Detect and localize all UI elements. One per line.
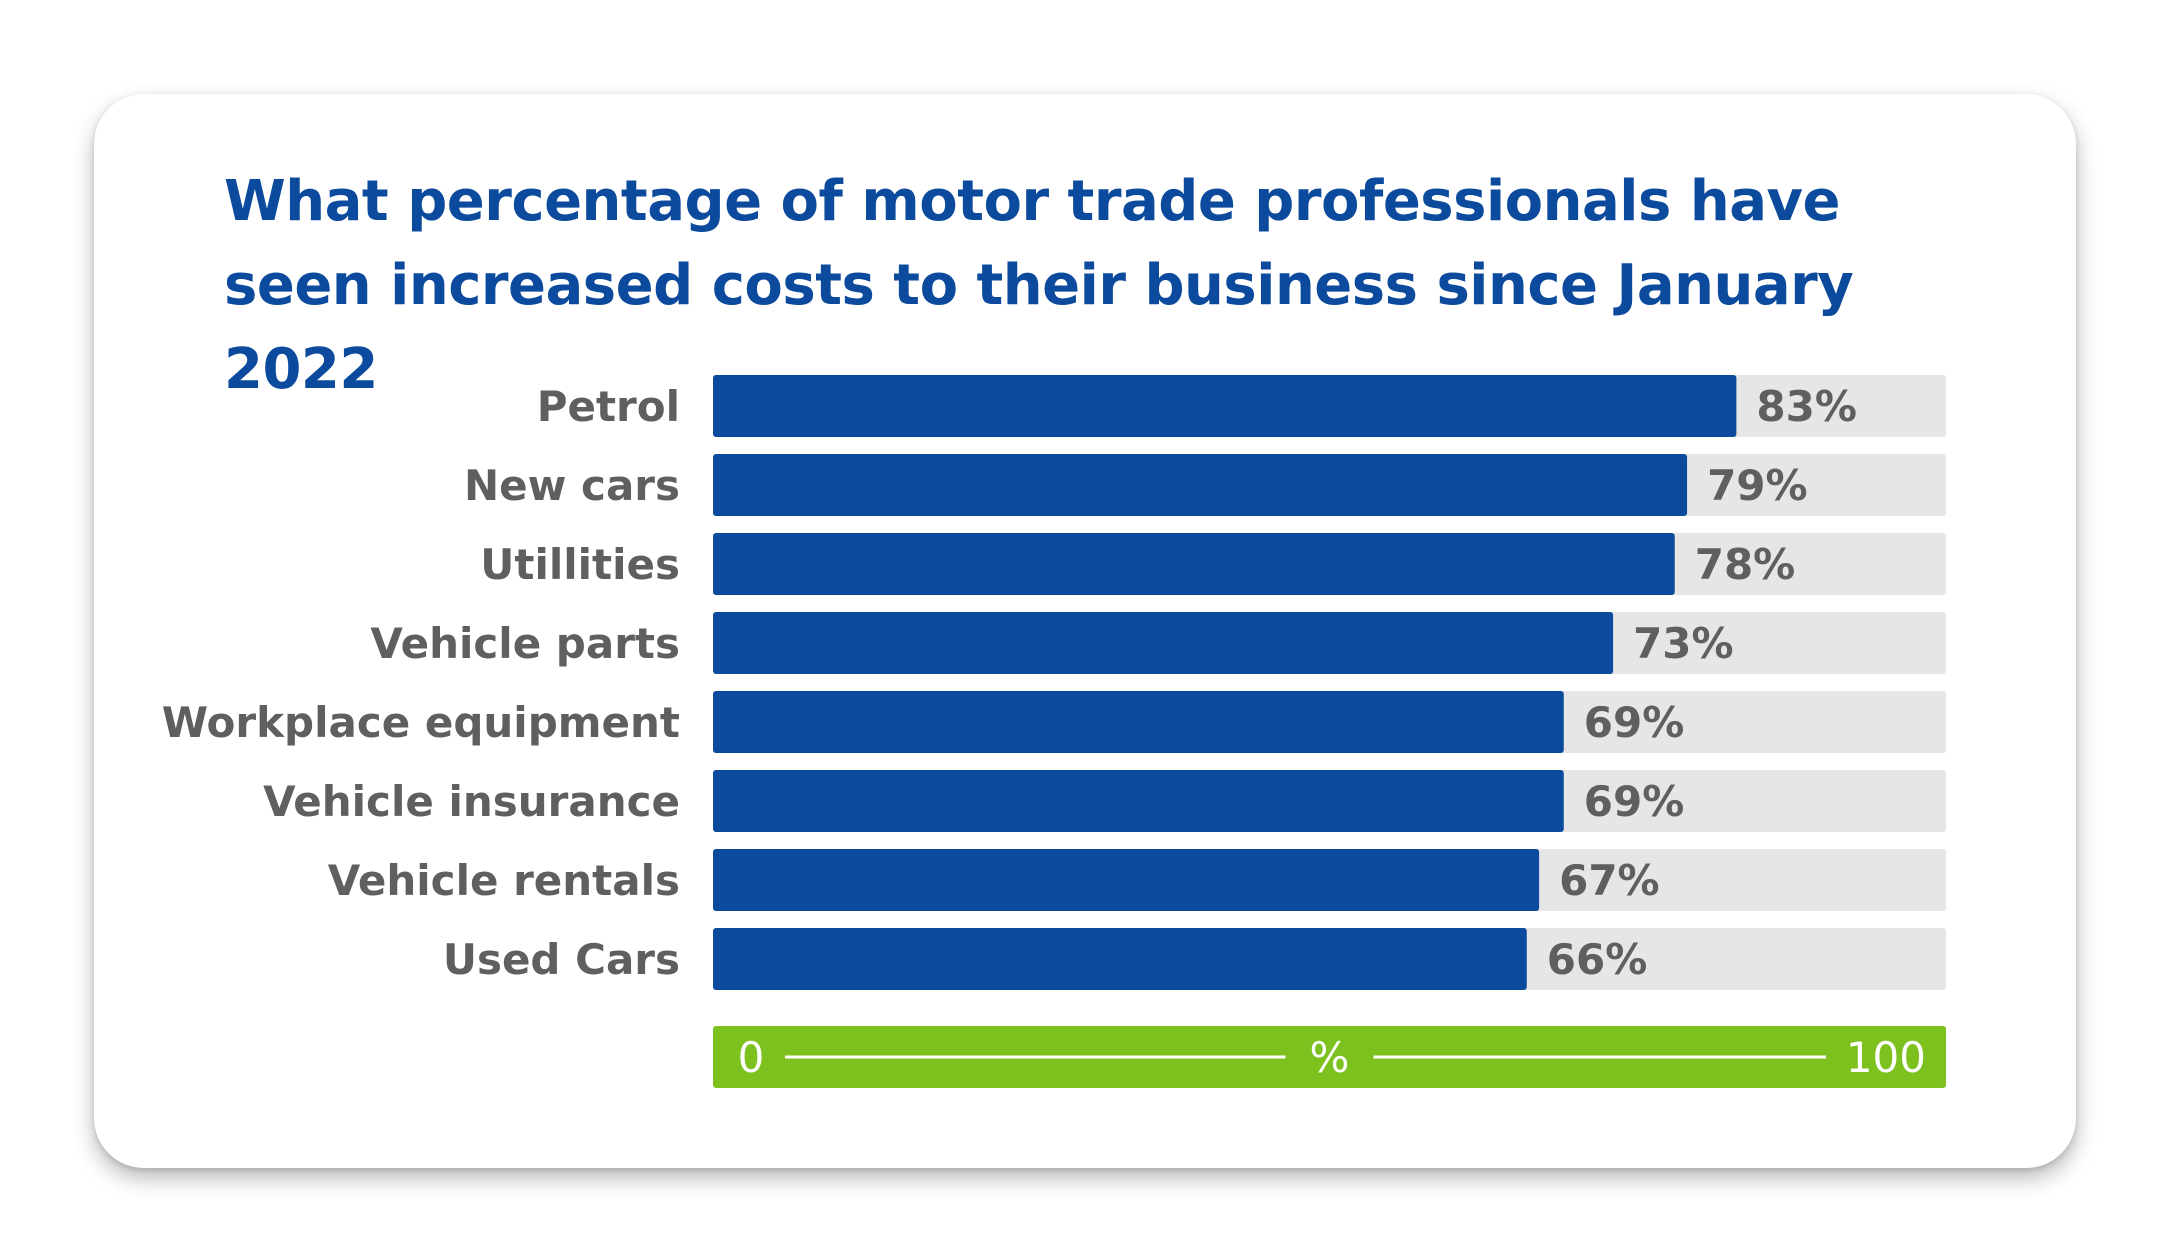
bar-row: Vehicle rentals 67% <box>328 849 1946 911</box>
x-axis-band: 0 % 100 <box>713 1026 1946 1088</box>
value-label: 69% <box>1584 777 1685 826</box>
bar <box>713 849 1540 911</box>
bar <box>713 612 1614 674</box>
bar-row: Vehicle insurance 69% <box>263 770 1946 832</box>
axis-min-label: 0 <box>738 1033 765 1082</box>
bar <box>713 770 1564 832</box>
category-label: Used Cars <box>443 935 680 984</box>
bar-row: Used Cars 66% <box>443 928 1946 990</box>
value-label: 73% <box>1633 619 1734 668</box>
axis-max-label: 100 <box>1846 1033 1926 1082</box>
axis-band-background <box>713 1026 1946 1088</box>
value-label: 67% <box>1559 856 1660 905</box>
category-label: Workplace equipment <box>162 698 680 747</box>
category-label: New cars <box>464 461 680 510</box>
bar-rows: Petrol 83% New cars 79% Utillities 78% Vehicle… <box>162 375 1946 990</box>
bar-row: Utillities 78% <box>480 533 1946 595</box>
bar-row: Petrol 83% <box>537 375 1946 437</box>
bar-row: Vehicle parts 73% <box>370 612 1946 674</box>
category-label: Petrol <box>537 382 680 431</box>
value-label: 78% <box>1695 540 1796 589</box>
value-label: 69% <box>1584 698 1685 747</box>
category-label: Vehicle insurance <box>263 777 680 826</box>
bar <box>713 454 1688 516</box>
category-label: Utillities <box>480 540 680 589</box>
value-label: 79% <box>1707 461 1808 510</box>
bar <box>713 928 1527 990</box>
value-label: 66% <box>1547 935 1648 984</box>
axis-unit-label: % <box>1310 1033 1350 1082</box>
category-label: Vehicle parts <box>370 619 680 668</box>
value-label: 83% <box>1756 382 1857 431</box>
chart-title: What percentage of motor trade professio… <box>224 169 1854 402</box>
bar-row: New cars 79% <box>464 454 1946 516</box>
bar <box>713 533 1675 595</box>
bar-row: Workplace equipment 69% <box>162 691 1946 753</box>
category-label: Vehicle rentals <box>328 856 680 905</box>
bar <box>713 691 1564 753</box>
bar <box>713 375 1737 437</box>
